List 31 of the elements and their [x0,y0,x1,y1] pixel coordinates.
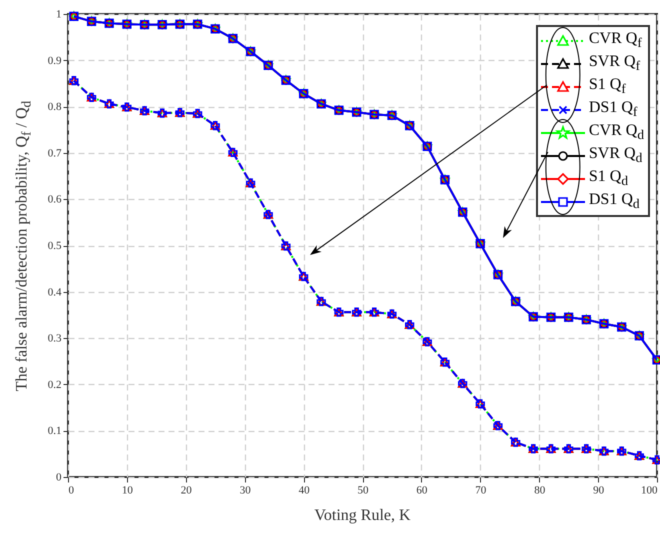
y-tick-label: 0.4 [48,286,62,298]
legend-label: DS1 Q$_{f}$ [588,98,638,120]
y-tick-label: 1 [56,8,62,20]
x-tick-label: 10 [122,484,134,496]
legend-label: SVR Q$_{f}$ [588,52,640,74]
legend-label: S1 Q$_{d}$ [588,168,628,190]
legend-label: CVR Q$_{f}$ [588,30,642,52]
legend-label: S1 Q$_{f}$ [588,76,626,98]
y-tick-label: 0.8 [48,101,62,114]
x-tick-label: 80 [534,484,546,496]
y-tick-label: 0.9 [48,54,62,67]
legend-label: DS1 Q$_{d}$ [588,190,640,212]
x-tick-label: 100 [641,484,658,496]
x-tick-label: 60 [416,484,428,496]
y-tick-label: 0.1 [48,425,62,438]
y-tick-label: 0.2 [48,378,62,391]
x-axis-title: Voting Rule, K [314,507,411,525]
x-tick-label: 90 [593,484,605,496]
x-tick-label: 30 [240,484,252,496]
y-tick-label: 0.3 [48,332,62,345]
legend-label: CVR Q$_{d}$ [588,122,644,144]
x-tick-label: 40 [298,484,310,496]
y-tick-label: 0.6 [48,194,62,206]
x-tick-label: 0 [68,484,74,496]
y-tick-label: 0 [56,472,62,484]
x-tick-label: 70 [475,484,487,496]
legend-label: SVR Q$_{d}$ [588,144,642,166]
x-tick-label: 20 [180,484,192,496]
x-tick-label: 50 [358,484,369,496]
y-tick-label: 0.7 [48,147,62,160]
y-tick-label: 0.5 [48,240,62,252]
